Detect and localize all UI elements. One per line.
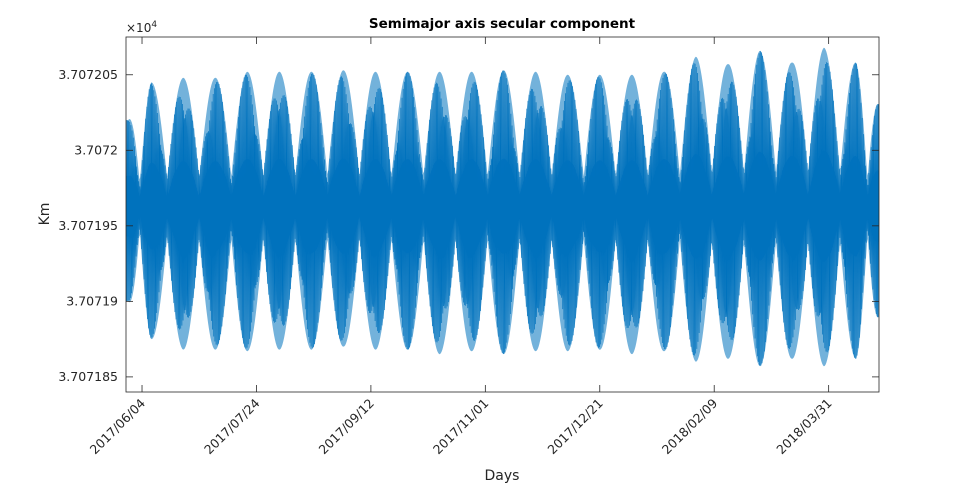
y-exponent-base: ×10 [126, 21, 151, 35]
series-layer [126, 47, 879, 367]
plot-area [125, 36, 880, 393]
y-axis: 3.707185 3.70719 3.707195 3.7072 3.707205 [58, 67, 879, 384]
axes-box [125, 36, 880, 393]
y-exponent-power: 4 [151, 20, 157, 30]
y-tick-label: 3.7072 [74, 142, 118, 157]
y-tick-label: 3.707185 [58, 369, 118, 384]
y-tick-label: 3.707205 [58, 67, 118, 82]
chart-title: Semimajor axis secular component [369, 16, 636, 32]
y-exponent-multiplier: ×104 [126, 20, 157, 35]
x-axis-label: Days [485, 468, 520, 484]
y-tick-label: 3.70719 [66, 293, 118, 308]
series-core [126, 150, 879, 262]
y-axis-label: Km [37, 203, 53, 226]
y-tick-label: 3.707195 [58, 218, 118, 233]
